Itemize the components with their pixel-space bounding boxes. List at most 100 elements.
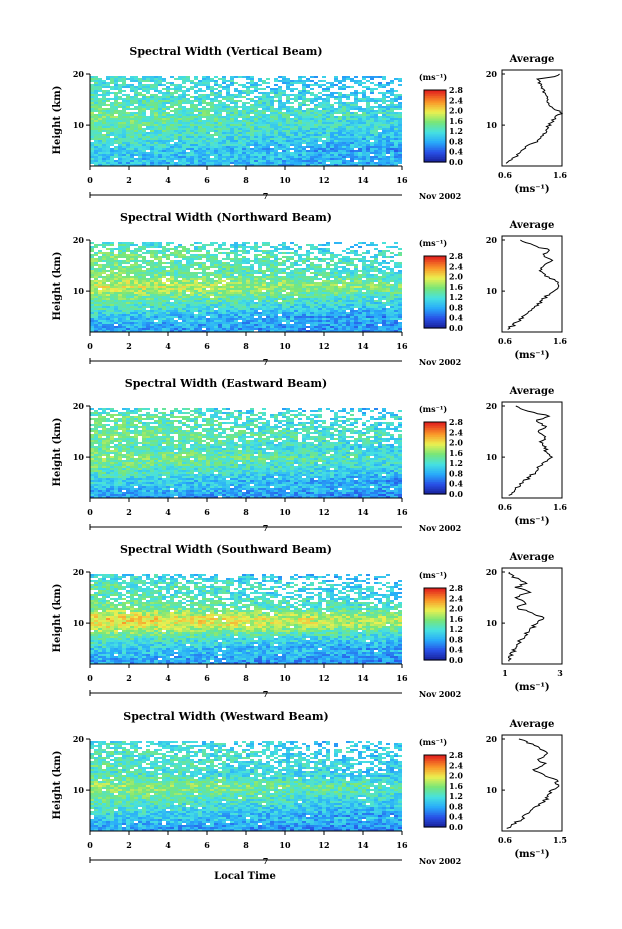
heatmap-cell [150, 124, 154, 126]
heatmap-cell [222, 160, 226, 162]
heatmap-cell [342, 148, 346, 150]
heatmap-cell [162, 132, 166, 134]
heatmap-cell [118, 280, 122, 282]
heatmap-cell [150, 106, 154, 108]
heatmap-cell [130, 152, 134, 154]
heatmap-cell [158, 142, 162, 144]
heatmap-cell [270, 246, 274, 248]
heatmap-cell [342, 152, 346, 154]
heatmap-cell [286, 98, 290, 100]
heatmap-cell [354, 106, 358, 108]
heatmap-cell [214, 146, 218, 148]
heatmap-cell [290, 106, 294, 108]
heatmap-cell [198, 256, 202, 258]
heatmap-cell [394, 100, 398, 102]
heatmap-cell [250, 320, 254, 322]
heatmap-cell [250, 86, 254, 88]
heatmap-cell [330, 116, 334, 118]
heatmap-cell [222, 96, 226, 98]
heatmap-cell [182, 94, 186, 96]
heatmap-cell [322, 98, 326, 100]
heatmap-cell [166, 158, 170, 160]
heatmap-cell [354, 136, 358, 138]
heatmap-cell [142, 266, 146, 268]
heatmap-cell [162, 254, 166, 256]
heatmap-cell [250, 134, 254, 136]
heatmap-cell [166, 284, 170, 286]
heatmap-cell [170, 298, 174, 300]
heatmap-cell [94, 146, 98, 148]
heatmap-cell [314, 76, 318, 78]
heatmap-cell [170, 162, 174, 164]
heatmap-cell [218, 152, 222, 154]
heatmap-cell [370, 156, 374, 158]
heatmap-cell [190, 320, 194, 322]
heatmap-cell [134, 250, 138, 252]
heatmap-cell [382, 142, 386, 144]
heatmap-cell [282, 76, 286, 78]
heatmap-cell [146, 322, 150, 324]
heatmap-cell [130, 100, 134, 102]
heatmap-cell [226, 298, 230, 300]
heatmap-cell [246, 88, 250, 90]
heatmap-cell [230, 320, 234, 322]
heatmap-cell [234, 116, 238, 118]
heatmap-cell [198, 134, 202, 136]
heatmap-cell [194, 282, 198, 284]
heatmap-cell [154, 98, 158, 100]
heatmap-cell [134, 96, 138, 98]
heatmap-cell [146, 106, 150, 108]
heatmap-cell [174, 114, 178, 116]
heatmap-cell [290, 126, 294, 128]
heatmap-cell [114, 306, 118, 308]
heatmap-cell [302, 112, 306, 114]
heatmap-cell [166, 326, 170, 328]
heatmap-cell [198, 294, 202, 296]
heatmap-cell [118, 248, 122, 250]
heatmap-cell [206, 98, 210, 100]
heatmap-cell [326, 136, 330, 138]
heatmap-cell [286, 144, 290, 146]
heatmap-cell [230, 102, 234, 104]
heatmap-cell [338, 122, 342, 124]
heatmap-cell [346, 142, 350, 144]
heatmap-cell [102, 160, 106, 162]
heatmap-cell [162, 78, 166, 80]
heatmap-cell [362, 78, 366, 80]
heatmap-cell [234, 282, 238, 284]
heatmap-cell [222, 116, 226, 118]
heatmap-cell [346, 148, 350, 150]
heatmap-cell [170, 326, 174, 328]
heatmap-cell [250, 124, 254, 126]
heatmap-cell [306, 136, 310, 138]
heatmap-cell [398, 126, 402, 128]
x-tick-label: 12 [318, 175, 329, 185]
heatmap-cell [158, 92, 162, 94]
heatmap-cell [210, 88, 214, 90]
heatmap-cell [178, 272, 182, 274]
heatmap-cell [158, 266, 162, 268]
heatmap-cell [358, 84, 362, 86]
y-tick-label: 20 [73, 69, 85, 79]
heatmap-cell [322, 162, 326, 164]
heatmap-cell [294, 154, 298, 156]
heatmap-cell [134, 308, 138, 310]
heatmap-cell [258, 148, 262, 150]
heatmap-cell [338, 144, 342, 146]
heatmap-cell [258, 260, 262, 262]
heatmap-cell [106, 98, 110, 100]
heatmap-cell [90, 78, 94, 80]
heatmap-cell [354, 164, 358, 166]
heatmap-cell [262, 286, 266, 288]
heatmap-cell [134, 112, 138, 114]
heatmap-cell [262, 106, 266, 108]
heatmap-cell [114, 162, 118, 164]
heatmap-cell [222, 150, 226, 152]
heatmap-cell [326, 134, 330, 136]
heatmap-cell [170, 272, 174, 274]
heatmap-cell [94, 96, 98, 98]
heatmap-cell [278, 90, 282, 92]
heatmap-cell [174, 112, 178, 114]
colorbar-segment [424, 135, 446, 138]
heatmap-cell [134, 278, 138, 280]
